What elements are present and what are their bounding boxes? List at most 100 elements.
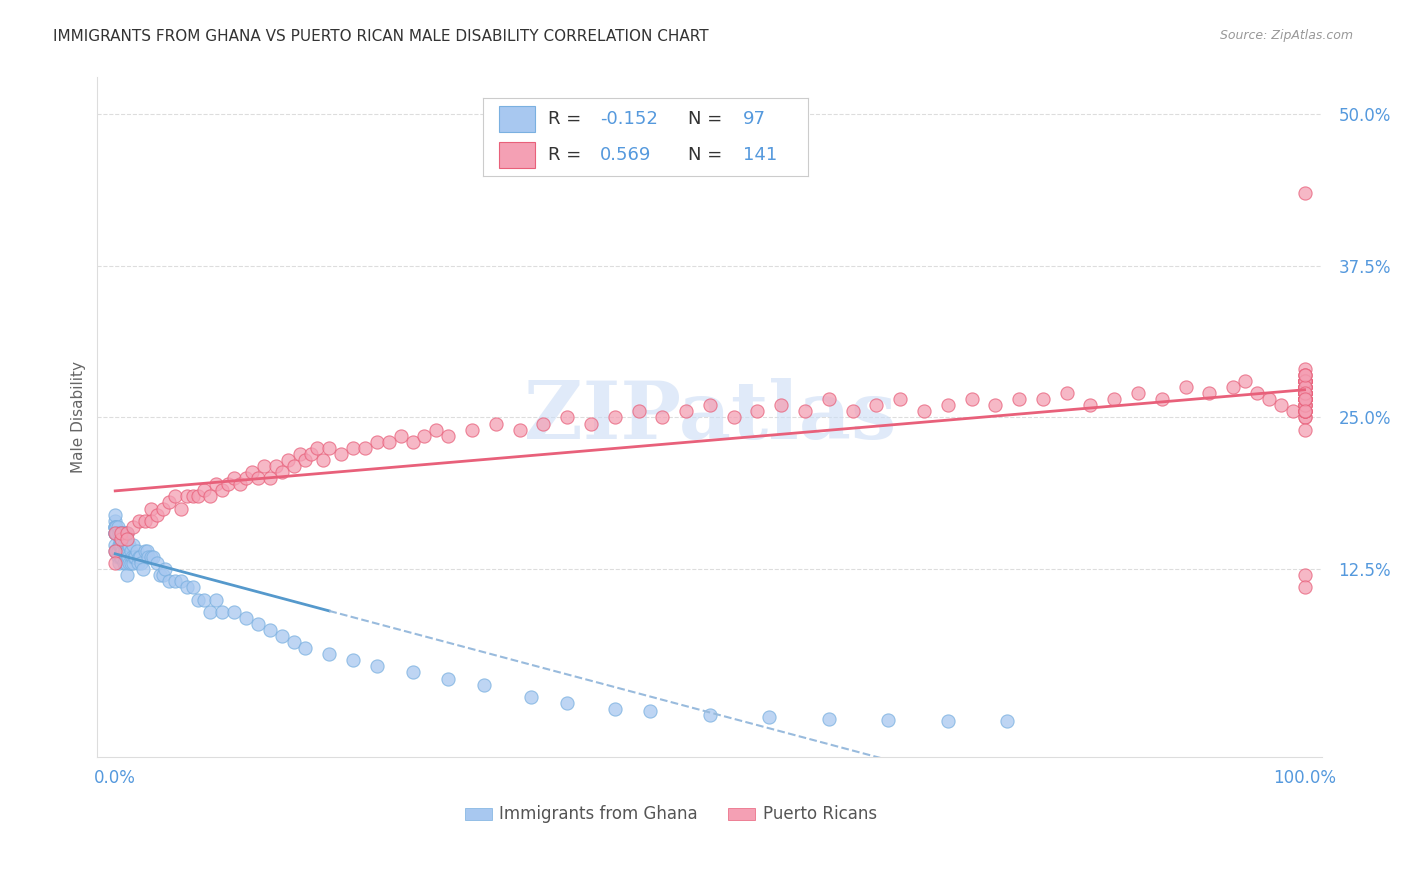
Point <box>128 550 150 565</box>
Point <box>1294 392 1316 407</box>
Point <box>1294 380 1316 394</box>
Point <box>108 532 131 546</box>
Point <box>1198 386 1220 401</box>
Point <box>105 525 128 540</box>
Point <box>211 605 233 619</box>
Point <box>105 520 128 534</box>
Point <box>1294 392 1316 407</box>
Point <box>139 501 162 516</box>
Point <box>104 520 127 534</box>
Point <box>366 434 388 449</box>
Text: Immigrants from Ghana: Immigrants from Ghana <box>499 805 697 823</box>
Point <box>104 556 127 570</box>
Point <box>555 696 578 710</box>
Point <box>1294 398 1316 412</box>
Point <box>211 483 233 498</box>
Point <box>152 568 174 582</box>
Point <box>1294 404 1316 418</box>
Point <box>520 690 543 704</box>
Point <box>1174 380 1197 394</box>
Point <box>187 592 209 607</box>
Point <box>193 592 215 607</box>
Point <box>104 525 127 540</box>
Y-axis label: Male Disability: Male Disability <box>72 361 86 474</box>
Point <box>1080 398 1102 412</box>
Point <box>1294 423 1316 437</box>
Point <box>259 623 281 637</box>
Point <box>1294 404 1316 418</box>
Point <box>603 702 626 716</box>
Point <box>1294 374 1316 388</box>
Point <box>1294 410 1316 425</box>
Point <box>960 392 983 407</box>
Point <box>104 525 127 540</box>
Point <box>128 514 150 528</box>
Point <box>1294 186 1316 200</box>
Point <box>111 544 134 558</box>
Point <box>1281 404 1303 418</box>
Point <box>1294 404 1316 418</box>
Text: Source: ZipAtlas.com: Source: ZipAtlas.com <box>1219 29 1353 42</box>
Point <box>110 525 132 540</box>
Point <box>1294 368 1316 382</box>
Point <box>107 538 129 552</box>
Text: IMMIGRANTS FROM GHANA VS PUERTO RICAN MALE DISABILITY CORRELATION CHART: IMMIGRANTS FROM GHANA VS PUERTO RICAN MA… <box>53 29 709 44</box>
Point <box>1294 568 1316 582</box>
Point <box>1294 380 1316 394</box>
Point <box>163 574 186 589</box>
Point <box>1056 386 1078 401</box>
Point <box>1270 398 1292 412</box>
Point <box>294 453 316 467</box>
Point <box>108 538 131 552</box>
Point <box>401 665 423 680</box>
Point <box>253 458 276 473</box>
Point <box>110 525 132 540</box>
Point <box>984 398 1007 412</box>
FancyBboxPatch shape <box>465 808 492 820</box>
Point <box>104 525 127 540</box>
Point <box>107 544 129 558</box>
Point <box>200 605 222 619</box>
Point <box>205 592 228 607</box>
Point <box>366 659 388 673</box>
Point <box>1294 392 1316 407</box>
Point <box>122 556 145 570</box>
Point <box>200 489 222 503</box>
Point <box>118 556 141 570</box>
Point <box>1294 386 1316 401</box>
Point <box>111 525 134 540</box>
Point <box>794 404 817 418</box>
Point <box>121 550 143 565</box>
Point <box>114 525 136 540</box>
Point <box>817 392 839 407</box>
Point <box>747 404 769 418</box>
Point <box>120 556 142 570</box>
Point <box>461 423 484 437</box>
Point <box>157 495 180 509</box>
Point <box>758 710 780 724</box>
Point <box>105 544 128 558</box>
Point <box>115 556 138 570</box>
Point <box>1008 392 1031 407</box>
Point <box>1294 386 1316 401</box>
Point <box>912 404 935 418</box>
Point <box>283 635 305 649</box>
Point <box>288 447 311 461</box>
Point <box>235 471 257 485</box>
Point <box>1032 392 1054 407</box>
Point <box>817 712 839 726</box>
Point <box>1294 374 1316 388</box>
Point <box>342 441 364 455</box>
Point <box>224 605 246 619</box>
Point <box>138 550 160 565</box>
Point <box>127 556 149 570</box>
Point <box>1294 581 1316 595</box>
Point <box>169 574 191 589</box>
Point <box>936 398 959 412</box>
Point <box>1294 386 1316 401</box>
Point <box>1294 398 1316 412</box>
Point <box>1294 374 1316 388</box>
Point <box>1294 374 1316 388</box>
Point <box>1126 386 1149 401</box>
Point <box>1234 374 1257 388</box>
